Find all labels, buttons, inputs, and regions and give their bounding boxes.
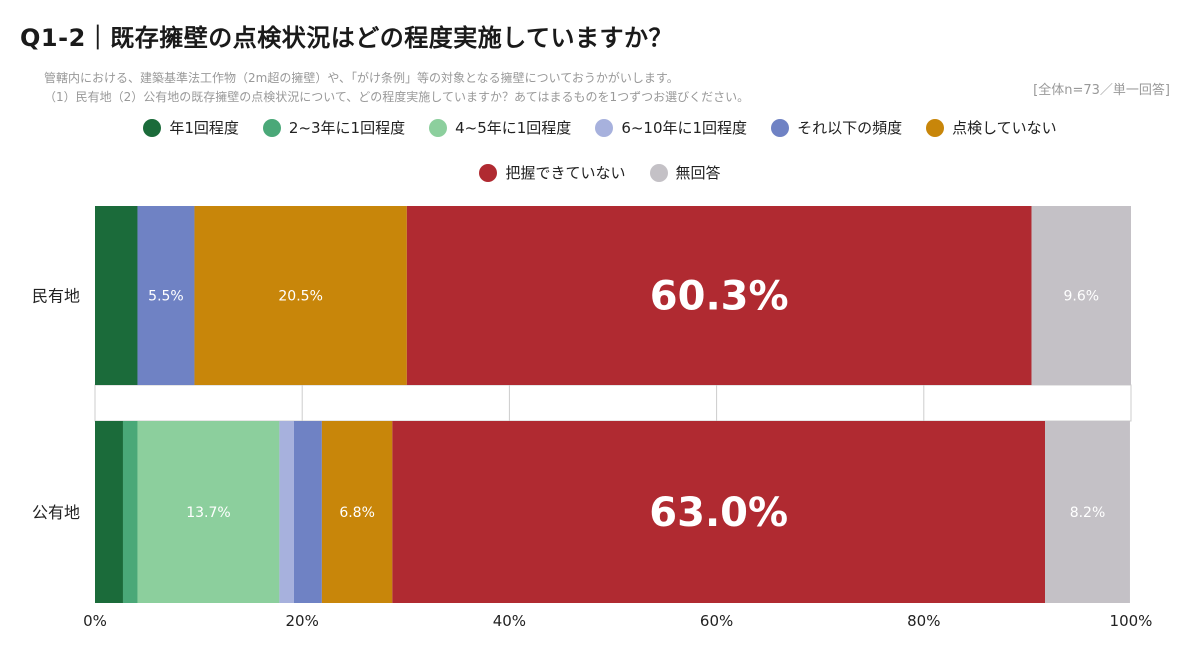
legend-label: 6~10年に1回程度 xyxy=(621,119,748,137)
legend-item: 把握できていない xyxy=(479,162,626,183)
x-tick-label: 80% xyxy=(907,612,940,630)
bar-segment xyxy=(137,206,195,385)
legend-label: 点検していない xyxy=(952,119,1057,137)
legend-label: 把握できていない xyxy=(505,164,626,182)
legend-label: 年1回程度 xyxy=(169,119,239,137)
data-label: 20.5% xyxy=(278,289,322,305)
legend-row-2: 把握できていない 無回答 xyxy=(0,162,1200,183)
x-tick-label: 40% xyxy=(493,612,526,630)
data-label: 6.8% xyxy=(339,505,375,521)
legend-swatch xyxy=(262,118,281,137)
data-label: 9.6% xyxy=(1063,289,1099,305)
legend-swatch xyxy=(595,118,614,137)
legend-swatch xyxy=(429,118,448,137)
bar-gap-frame xyxy=(94,384,1132,422)
legend-item: 4~5年に1回程度 xyxy=(429,117,571,138)
bar-segment xyxy=(95,206,138,385)
x-tick-label: 0% xyxy=(83,612,107,630)
bar-segment xyxy=(122,421,138,603)
legend-label: 2~3年に1回程度 xyxy=(288,119,406,137)
bar-segment xyxy=(406,206,1032,385)
data-label: 5.5% xyxy=(148,289,184,305)
category-label: 民有地 xyxy=(32,287,80,306)
legend-item: 点検していない xyxy=(926,117,1057,138)
legend-item: 6~10年に1回程度 xyxy=(595,117,747,138)
legend-item: それ以下の頻度 xyxy=(771,117,902,138)
data-label: 8.2% xyxy=(1070,505,1106,521)
bar-segment xyxy=(279,421,294,603)
question-note-line2: （1）民有地（2）公有地の既存擁壁の点検状況について、どの程度実施していますか？… xyxy=(44,90,750,104)
legend-item: 年1回程度 xyxy=(143,117,239,138)
bar-segment xyxy=(293,421,322,603)
legend-swatch xyxy=(771,118,790,137)
sample-basis: [全体n=73／単一回答] xyxy=(1033,83,1170,98)
legend-swatch xyxy=(926,118,945,137)
bar-segment xyxy=(95,421,123,603)
legend-item: 無回答 xyxy=(649,162,721,183)
x-tick-label: 60% xyxy=(700,612,733,630)
chart-title: Q1-2｜既存擁壁の点検状況はどの程度実施していますか？ xyxy=(20,24,674,52)
data-label: 13.7% xyxy=(186,505,230,521)
bar-segment xyxy=(137,421,280,603)
data-label: 63.0% xyxy=(649,490,788,536)
x-tick-label: 20% xyxy=(286,612,319,630)
bar-segment xyxy=(1031,206,1131,385)
bar-segment xyxy=(1045,421,1130,603)
legend-swatch xyxy=(649,163,668,182)
bar-segment xyxy=(321,421,393,603)
legend-row-1: 年1回程度 2~3年に1回程度 4~5年に1回程度 6~10年に1回程度 それ以… xyxy=(0,117,1200,138)
legend-label: それ以下の頻度 xyxy=(797,119,903,137)
legend-item: 2~3年に1回程度 xyxy=(262,117,406,138)
category-label: 公有地 xyxy=(32,503,80,522)
legend-label: 4~5年に1回程度 xyxy=(455,119,572,137)
question-note-line1: 管轄内における、建築基準法工作物（2m超の擁壁）や、「がけ条例」等の対象となる擁… xyxy=(44,71,679,85)
data-label: 60.3% xyxy=(650,274,789,320)
legend-label: 無回答 xyxy=(675,164,721,182)
bar-segment xyxy=(194,206,407,385)
x-tick-label: 100% xyxy=(1110,612,1153,630)
bar-segment xyxy=(392,421,1046,603)
legend-swatch xyxy=(143,118,162,137)
legend-swatch xyxy=(479,163,498,182)
